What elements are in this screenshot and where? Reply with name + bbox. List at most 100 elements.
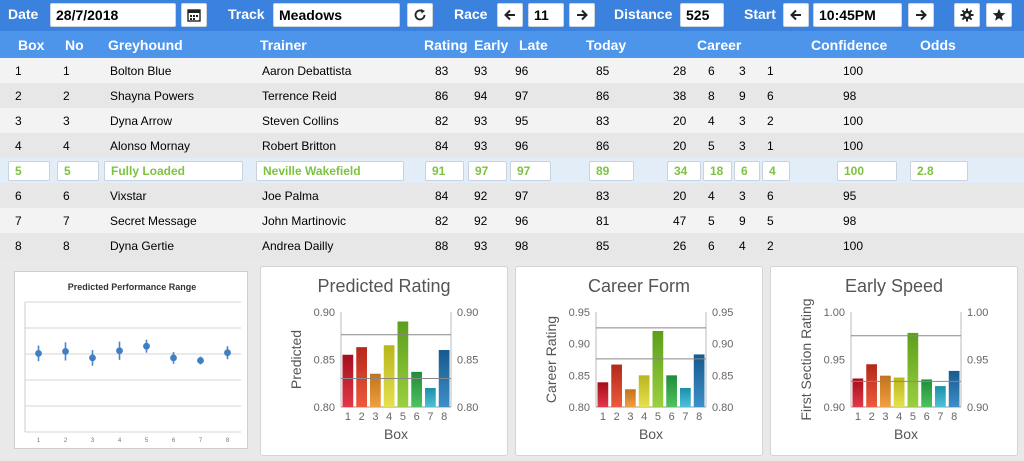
cell-career-wins: 6 — [708, 64, 715, 78]
table-row[interactable]: 4 4 Alonso Mornay Robert Britton 84 93 9… — [0, 133, 1024, 158]
x-axis-label: Box — [384, 426, 408, 442]
calendar-icon[interactable] — [181, 3, 207, 27]
date-field[interactable]: 28/7/2018 — [50, 3, 176, 27]
cell-today: 85 — [596, 64, 610, 78]
col-early[interactable]: Early — [474, 37, 509, 53]
table-row[interactable]: 1 1 Bolton Blue Aaron Debattista 83 93 9… — [0, 58, 1024, 83]
y2-tick-label: 0.80 — [712, 402, 733, 414]
chart-title: Predicted Performance Range — [68, 282, 197, 292]
col-today[interactable]: Today — [586, 37, 627, 53]
col-box[interactable]: Box — [18, 37, 45, 53]
start-label: Start — [744, 6, 776, 22]
early-speed-chart: 0.90 0.90 0.95 0.95 1.00 1.00 1 2 3 4 5 6 7 8 Box First… — [798, 298, 988, 442]
col-greyhound[interactable]: Greyhound — [108, 37, 183, 53]
table-row[interactable]: 3 3 Dyna Arrow Steven Collins 82 93 95 8… — [0, 108, 1024, 133]
distance-field[interactable]: 525 — [680, 3, 724, 27]
cell-box: 4 — [15, 139, 22, 153]
cell-trainer[interactable]: Neville Wakefield — [256, 161, 404, 181]
x-tick-label: 1 — [855, 411, 861, 423]
data-point — [116, 347, 123, 355]
cell-box: 1 — [15, 64, 22, 78]
predicted-rating-card[interactable]: Predicted Rating 0.80 0.80 0.85 0.85 0.90 0.9… — [260, 266, 508, 456]
cell-no: 6 — [63, 189, 70, 203]
col-career[interactable]: Career — [697, 37, 742, 53]
x-tick-label: 5 — [400, 411, 406, 423]
cell-early: 92 — [474, 214, 488, 228]
start-next-icon[interactable] — [908, 3, 934, 27]
y2-tick-label: 0.90 — [967, 402, 988, 414]
start-field[interactable]: 10:45PM — [813, 3, 902, 27]
table-row-selected[interactable]: 5 5 Fully Loaded Neville Wakefield 91 97… — [0, 158, 1024, 183]
bar — [425, 388, 436, 407]
cell-greyhound[interactable]: Fully Loaded — [104, 161, 243, 181]
bar — [948, 370, 960, 407]
cell-career-seconds: 3 — [739, 64, 746, 78]
x-tick-label: 2 — [869, 411, 875, 423]
runner-table: 1 1 Bolton Blue Aaron Debattista 83 93 9… — [0, 58, 1024, 260]
cell-odds[interactable]: 2.8 — [910, 161, 968, 181]
cell-greyhound: Alonso Mornay — [110, 139, 191, 153]
cell-early: 94 — [474, 89, 488, 103]
table-row[interactable]: 8 8 Dyna Gertie Andrea Dailly 88 93 98 8… — [0, 233, 1024, 258]
distance-label: Distance — [614, 6, 673, 22]
early-speed-card[interactable]: Early Speed 0.90 0.90 0.95 0.95 1.00 1.00 1 2 3 4… — [770, 266, 1018, 456]
cell-rating: 84 — [435, 139, 449, 153]
cell-box: 3 — [15, 114, 22, 128]
data-point — [197, 357, 204, 364]
cell-late: 96 — [515, 64, 529, 78]
cell-rating: 88 — [435, 239, 449, 253]
data-point — [170, 354, 177, 362]
cell-today[interactable]: 89 — [589, 161, 634, 181]
cell-confidence: 100 — [843, 239, 864, 253]
x-tick-label: 6 — [924, 411, 930, 423]
y-tick-label: 0.85 — [569, 370, 590, 382]
col-no[interactable]: No — [65, 37, 84, 53]
col-odds[interactable]: Odds — [920, 37, 956, 53]
gear-icon[interactable] — [954, 3, 980, 27]
bar — [680, 388, 691, 407]
col-rating[interactable]: Rating — [424, 37, 468, 53]
col-confidence[interactable]: Confidence — [811, 37, 888, 53]
cell-box[interactable]: 5 — [8, 161, 50, 181]
cell-no[interactable]: 5 — [57, 161, 99, 181]
col-late[interactable]: Late — [519, 37, 548, 53]
career-form-card[interactable]: Career Form 0.80 0.80 0.85 0.85 0.90 0.90 0.95… — [515, 266, 763, 456]
bar — [611, 364, 622, 407]
cell-career-starts[interactable]: 34 — [667, 161, 701, 181]
cell-trainer: Andrea Dailly — [262, 239, 334, 253]
chart-title: Predicted Rating — [317, 276, 451, 296]
cell-early: 93 — [474, 139, 488, 153]
track-field[interactable]: Meadows — [273, 3, 400, 27]
bar — [852, 378, 864, 407]
bar — [866, 364, 877, 407]
star-icon[interactable] — [986, 3, 1012, 27]
cell-late[interactable]: 97 — [510, 161, 551, 181]
race-field[interactable]: 11 — [528, 3, 564, 27]
table-row[interactable]: 7 7 Secret Message John Martinovic 82 92… — [0, 208, 1024, 233]
x-tick-label: 5 — [910, 411, 916, 423]
cell-greyhound: Shayna Powers — [110, 89, 195, 103]
cell-career-thirds[interactable]: 4 — [762, 161, 790, 181]
cell-early[interactable]: 97 — [468, 161, 507, 181]
predicted-rating-chart: 0.80 0.80 0.85 0.85 0.90 0.90 1 2 3 4 5 6 7 8 Box Predi… — [288, 307, 478, 442]
cell-confidence[interactable]: 100 — [837, 161, 897, 181]
cell-box: 8 — [15, 239, 22, 253]
cell-career-seconds[interactable]: 6 — [734, 161, 760, 181]
race-next-icon[interactable] — [569, 3, 595, 27]
cell-rating[interactable]: 91 — [425, 161, 464, 181]
refresh-icon[interactable] — [407, 3, 433, 27]
performance-range-chart[interactable]: Predicted Performance Range 1 2 3 4 5 6 7 8 — [14, 271, 248, 449]
cell-rating: 83 — [435, 64, 449, 78]
cell-confidence: 95 — [843, 189, 857, 203]
y-tick-label: 0.80 — [569, 402, 590, 414]
cell-career-wins[interactable]: 18 — [703, 161, 732, 181]
race-prev-icon[interactable] — [497, 3, 523, 27]
x-tick-label: 4 — [386, 411, 392, 423]
col-trainer[interactable]: Trainer — [260, 37, 307, 53]
table-row[interactable]: 6 6 Vixstar Joe Palma 84 92 97 83 20 4 3… — [0, 183, 1024, 208]
cell-trainer: Aaron Debattista — [262, 64, 352, 78]
start-prev-icon[interactable] — [783, 3, 809, 27]
x-tick-label: 1 — [37, 438, 41, 444]
table-row[interactable]: 2 2 Shayna Powers Terrence Reid 86 94 97… — [0, 83, 1024, 108]
cell-early: 93 — [474, 239, 488, 253]
